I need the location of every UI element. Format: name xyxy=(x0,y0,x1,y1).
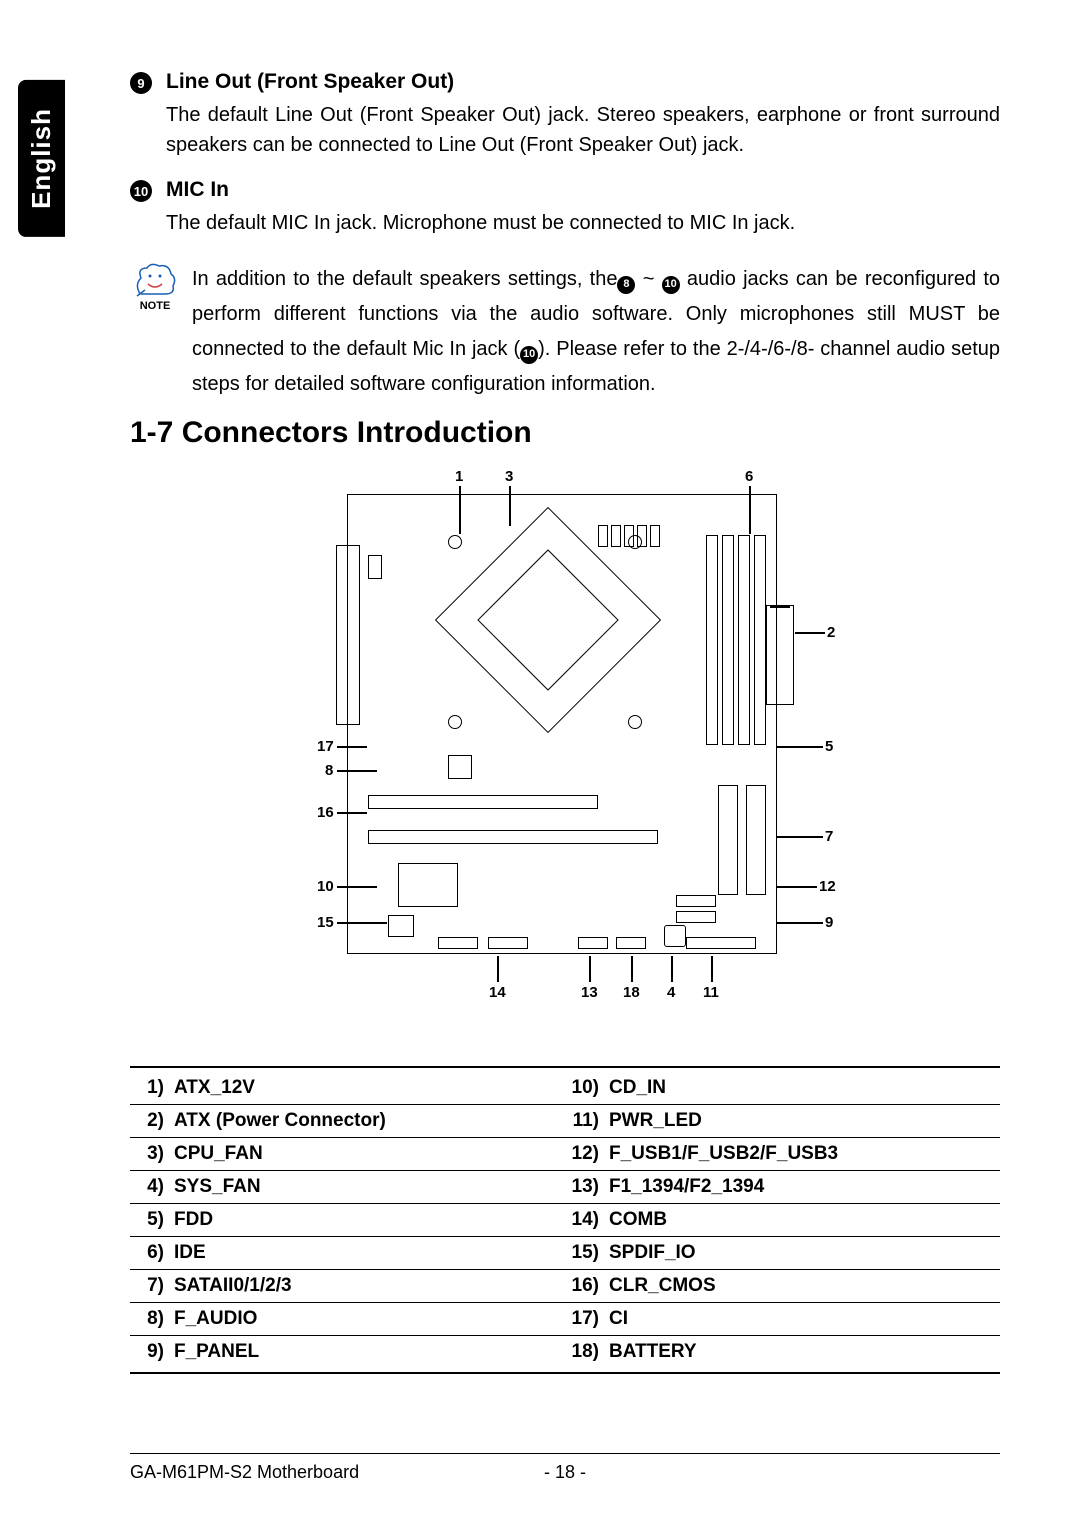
conn-label: COMB xyxy=(609,1209,667,1231)
connectors-table: 1)ATX_12V 10)CD_IN 2)ATX (Power Connector)… xyxy=(130,1066,1000,1374)
callout-8: 8 xyxy=(325,762,333,779)
conn-num: 13) xyxy=(565,1176,609,1198)
bullet-10-icon: 10 xyxy=(130,180,152,202)
callout-11: 11 xyxy=(703,984,719,1001)
callout-1: 1 xyxy=(455,468,463,485)
callout-2: 2 xyxy=(827,624,835,641)
note-block: NOTE In addition to the default speakers… xyxy=(130,262,1000,402)
table-row: 1)ATX_12V 10)CD_IN xyxy=(130,1072,1000,1105)
table-row: 9)F_PANEL 18)BATTERY xyxy=(130,1336,1000,1368)
callout-16: 16 xyxy=(317,804,334,821)
footer-left: GA-M61PM-S2 Motherboard xyxy=(130,1462,544,1483)
line-out-section: 9 Line Out (Front Speaker Out) The defau… xyxy=(130,70,1000,160)
language-tab: English xyxy=(18,80,65,237)
table-row: 6)IDE 15)SPDIF_IO xyxy=(130,1237,1000,1270)
callout-15: 15 xyxy=(317,914,334,931)
conn-label: F_AUDIO xyxy=(174,1308,257,1330)
conn-label: SYS_FAN xyxy=(174,1176,261,1198)
conn-num: 3) xyxy=(130,1143,174,1165)
callout-6: 6 xyxy=(745,468,753,485)
badge-10a-icon: 10 xyxy=(662,276,680,294)
conn-num: 2) xyxy=(130,1110,174,1132)
table-row: 3)CPU_FAN 12)F_USB1/F_USB2/F_USB3 xyxy=(130,1138,1000,1171)
conn-label: FDD xyxy=(174,1209,213,1231)
mic-in-title: MIC In xyxy=(166,178,229,202)
conn-label: PWR_LED xyxy=(609,1110,702,1132)
callout-7: 7 xyxy=(825,828,833,845)
conn-num: 14) xyxy=(565,1209,609,1231)
conn-label: CD_IN xyxy=(609,1077,666,1099)
badge-8-icon: 8 xyxy=(617,276,635,294)
note-text: In addition to the default speakers sett… xyxy=(192,262,1000,402)
note-icon: NOTE xyxy=(130,262,180,312)
badge-10b-icon: 10 xyxy=(520,346,538,364)
conn-num: 5) xyxy=(130,1209,174,1231)
conn-num: 10) xyxy=(565,1077,609,1099)
conn-label: F_PANEL xyxy=(174,1341,259,1363)
section-heading: 1-7 Connectors Introduction xyxy=(130,416,1000,450)
table-row: 8)F_AUDIO 17)CI xyxy=(130,1303,1000,1336)
callout-13: 13 xyxy=(581,984,598,1001)
conn-label: SATAII0/1/2/3 xyxy=(174,1275,292,1297)
conn-label: ATX_12V xyxy=(174,1077,255,1099)
conn-num: 15) xyxy=(565,1242,609,1264)
page-footer: GA-M61PM-S2 Motherboard - 18 - xyxy=(130,1453,1000,1483)
conn-label: SPDIF_IO xyxy=(609,1242,696,1264)
conn-label: F1_1394/F2_1394 xyxy=(609,1176,764,1198)
conn-label: ATX (Power Connector) xyxy=(174,1110,386,1132)
motherboard-diagram: 1 3 6 2 17 5 8 16 7 10 12 15 9 14 13 18 … xyxy=(130,466,1000,1026)
callout-9: 9 xyxy=(825,914,833,931)
conn-num: 1) xyxy=(130,1077,174,1099)
footer-page-number: - 18 - xyxy=(544,1462,586,1483)
mic-in-body: The default MIC In jack. Microphone must… xyxy=(166,208,1000,238)
conn-num: 9) xyxy=(130,1341,174,1363)
conn-num: 8) xyxy=(130,1308,174,1330)
line-out-title: Line Out (Front Speaker Out) xyxy=(166,70,454,94)
conn-num: 12) xyxy=(565,1143,609,1165)
conn-num: 18) xyxy=(565,1341,609,1363)
conn-num: 4) xyxy=(130,1176,174,1198)
bullet-9-icon: 9 xyxy=(130,72,152,94)
conn-num: 7) xyxy=(130,1275,174,1297)
table-row: 4)SYS_FAN 13)F1_1394/F2_1394 xyxy=(130,1171,1000,1204)
conn-num: 6) xyxy=(130,1242,174,1264)
callout-4: 4 xyxy=(667,984,675,1001)
table-row: 2)ATX (Power Connector) 11)PWR_LED xyxy=(130,1105,1000,1138)
table-row: 5)FDD 14)COMB xyxy=(130,1204,1000,1237)
conn-label: BATTERY xyxy=(609,1341,697,1363)
conn-label: IDE xyxy=(174,1242,206,1264)
conn-label: F_USB1/F_USB2/F_USB3 xyxy=(609,1143,838,1165)
conn-num: 17) xyxy=(565,1308,609,1330)
line-out-body: The default Line Out (Front Speaker Out)… xyxy=(166,100,1000,160)
conn-label: CLR_CMOS xyxy=(609,1275,716,1297)
conn-label: CI xyxy=(609,1308,628,1330)
callout-12: 12 xyxy=(819,878,836,895)
callout-10: 10 xyxy=(317,878,334,895)
conn-label: CPU_FAN xyxy=(174,1143,263,1165)
board-outline xyxy=(347,494,777,954)
callout-5: 5 xyxy=(825,738,833,755)
mic-in-section: 10 MIC In The default MIC In jack. Micro… xyxy=(130,178,1000,238)
note-label: NOTE xyxy=(140,300,171,312)
table-row: 7)SATAII0/1/2/3 16)CLR_CMOS xyxy=(130,1270,1000,1303)
callout-18: 18 xyxy=(623,984,640,1001)
conn-num: 11) xyxy=(565,1110,609,1132)
callout-14: 14 xyxy=(489,984,506,1001)
conn-num: 16) xyxy=(565,1275,609,1297)
callout-3: 3 xyxy=(505,468,513,485)
callout-17: 17 xyxy=(317,738,334,755)
